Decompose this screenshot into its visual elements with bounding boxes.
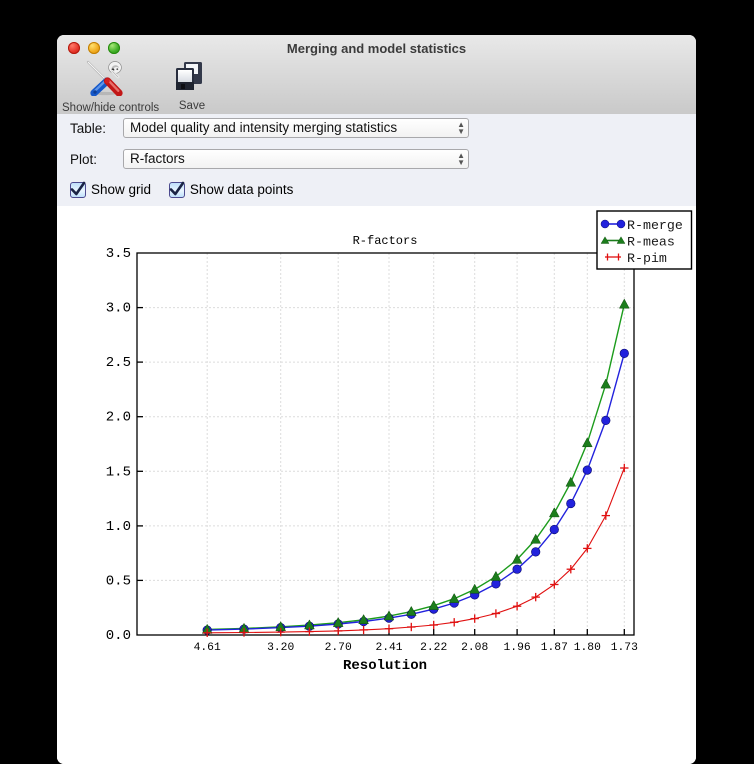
svg-text:3.0: 3.0 xyxy=(106,301,131,317)
svg-text:2.22: 2.22 xyxy=(420,642,447,654)
svg-text:R-factors: R-factors xyxy=(353,234,418,248)
svg-text:0.0: 0.0 xyxy=(106,628,131,644)
svg-text:2.08: 2.08 xyxy=(461,642,488,654)
svg-text:2.70: 2.70 xyxy=(325,642,352,654)
svg-text:2.5: 2.5 xyxy=(106,355,131,371)
svg-text:1.80: 1.80 xyxy=(574,642,601,654)
svg-text:R-pim: R-pim xyxy=(627,251,667,266)
svg-text:R-merge: R-merge xyxy=(627,218,683,233)
svg-text:2.0: 2.0 xyxy=(106,410,131,426)
svg-text:Resolution: Resolution xyxy=(343,658,427,674)
svg-text:R-meas: R-meas xyxy=(627,235,675,250)
svg-text:1.96: 1.96 xyxy=(504,642,531,654)
svg-text:1.87: 1.87 xyxy=(541,642,568,654)
svg-text:1.0: 1.0 xyxy=(106,519,131,535)
svg-text:2.41: 2.41 xyxy=(375,642,402,654)
svg-text:3.5: 3.5 xyxy=(106,246,131,262)
svg-text:1.5: 1.5 xyxy=(106,464,131,480)
svg-text:0.5: 0.5 xyxy=(106,573,131,589)
svg-text:4.61: 4.61 xyxy=(194,642,221,654)
svg-text:3.20: 3.20 xyxy=(267,642,294,654)
svg-text:1.73: 1.73 xyxy=(611,642,638,654)
